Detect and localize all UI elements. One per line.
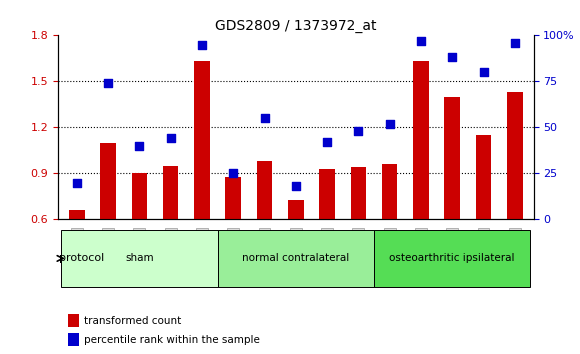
Bar (67, 314, 79, 327)
Bar (444, 97, 460, 219)
Bar (382, 164, 397, 219)
Text: transformed count: transformed count (84, 316, 182, 326)
Text: normal contralateral: normal contralateral (242, 253, 349, 263)
Point (385, 121, 394, 127)
FancyBboxPatch shape (61, 230, 218, 287)
Point (291, 183, 300, 189)
Point (322, 139, 332, 145)
FancyBboxPatch shape (218, 230, 374, 287)
Point (72, 180, 81, 185)
Bar (194, 62, 210, 219)
Point (354, 128, 363, 134)
Bar (476, 135, 491, 219)
Point (135, 143, 144, 149)
Text: percentile rank within the sample: percentile rank within the sample (84, 335, 260, 345)
Bar (163, 166, 179, 219)
Point (448, 55, 457, 60)
Point (416, 38, 426, 44)
Point (229, 171, 238, 176)
Bar (67, 333, 79, 346)
Text: osteoarthritic ipsilateral: osteoarthritic ipsilateral (390, 253, 515, 263)
Text: protocol: protocol (59, 253, 104, 263)
Bar (226, 177, 241, 219)
Point (166, 136, 175, 141)
Title: GDS2809 / 1373972_at: GDS2809 / 1373972_at (215, 19, 376, 33)
Bar (100, 143, 116, 219)
Bar (132, 173, 147, 219)
Bar (350, 167, 366, 219)
Bar (288, 200, 303, 219)
FancyBboxPatch shape (374, 230, 531, 287)
Point (510, 40, 520, 46)
Bar (69, 210, 85, 219)
Point (103, 80, 113, 86)
Bar (319, 169, 335, 219)
Point (479, 69, 488, 75)
Bar (507, 92, 523, 219)
Bar (257, 161, 273, 219)
Point (197, 42, 206, 47)
Point (260, 115, 269, 121)
Bar (413, 62, 429, 219)
Text: sham: sham (125, 253, 154, 263)
